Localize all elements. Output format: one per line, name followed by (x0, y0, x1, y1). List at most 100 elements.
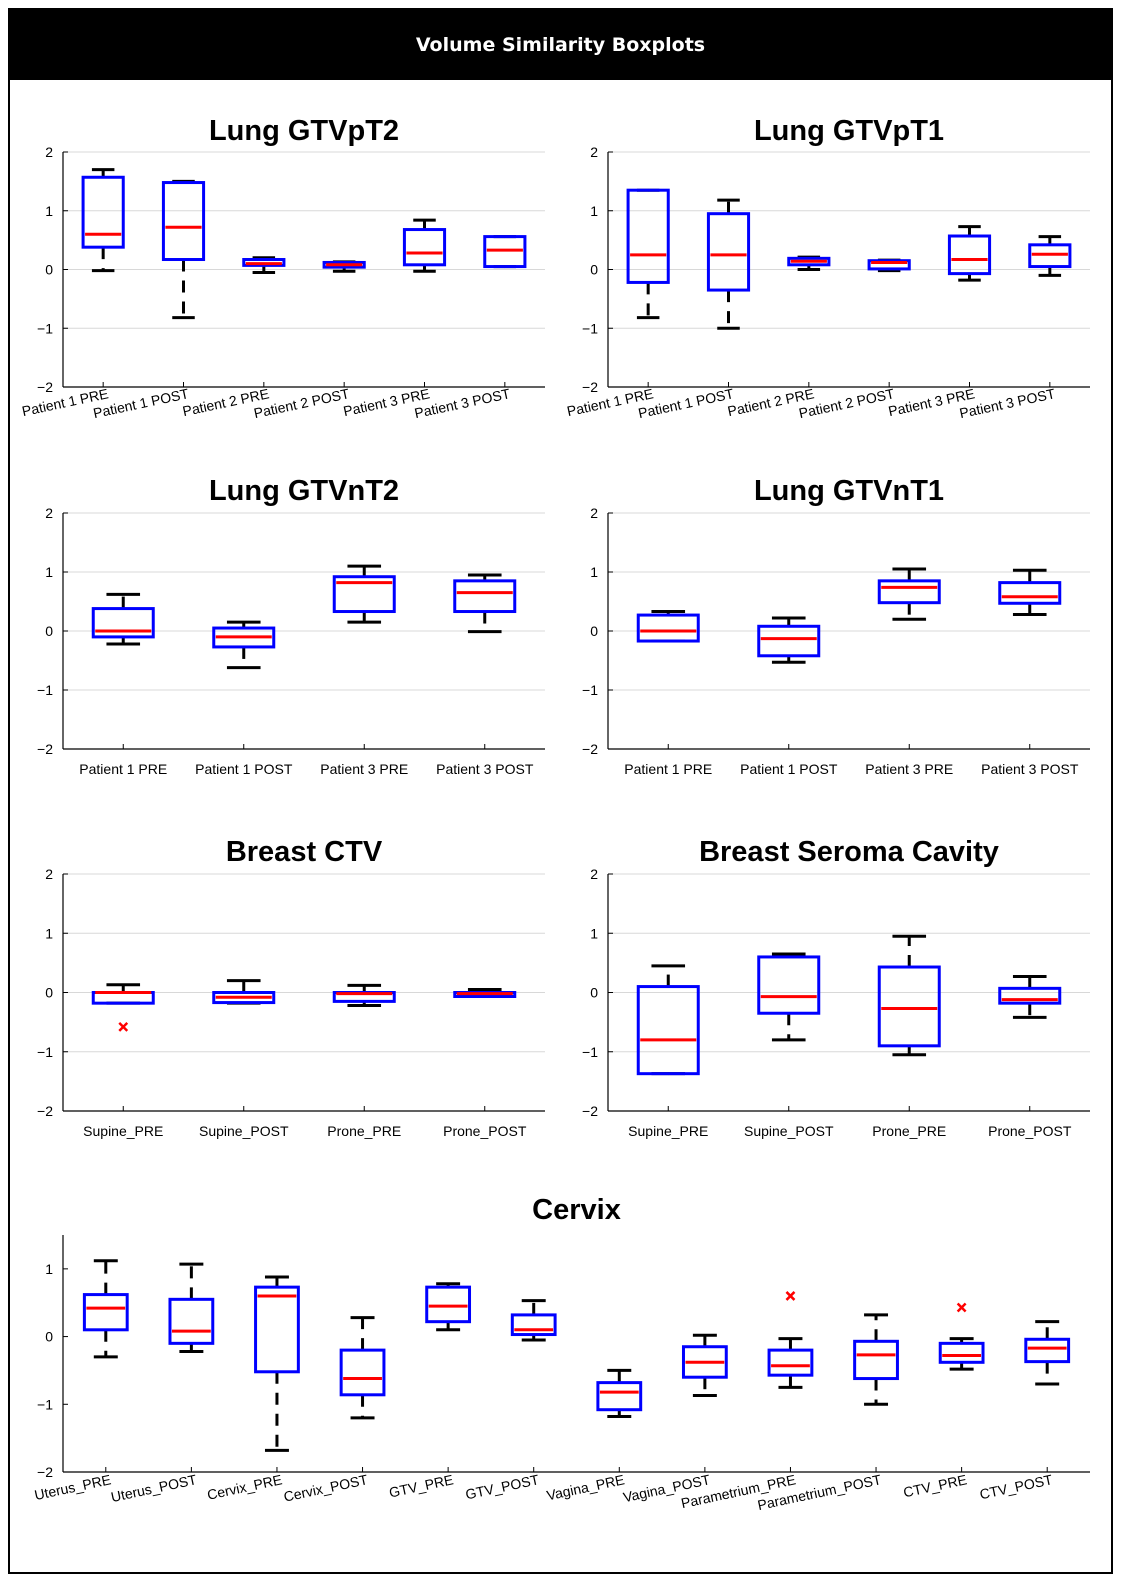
box (787, 256, 831, 267)
x-tick-label: CTV_POST (978, 1471, 1054, 1502)
box (853, 1339, 899, 1381)
y-tick-label: −1 (37, 1044, 53, 1060)
y-tick-label: −1 (582, 320, 598, 336)
y-tick-label: 1 (590, 564, 598, 580)
x-tick-label: Cervix_PRE (206, 1471, 284, 1503)
box (82, 1293, 129, 1332)
box (767, 1348, 814, 1377)
x-tick-label: Supine_POST (199, 1123, 289, 1139)
chart-title: Lung GTVnT1 (754, 475, 944, 507)
x-tick-label: Prone_POST (988, 1123, 1072, 1139)
y-tick-label: 1 (45, 925, 53, 941)
box (242, 258, 286, 267)
x-tick-label: Patient 3 POST (981, 761, 1079, 777)
chart-title: Breast Seroma Cavity (699, 836, 999, 868)
box (339, 1348, 386, 1397)
y-tick-label: 2 (45, 866, 53, 882)
y-tick-label: −2 (37, 741, 53, 757)
box (483, 235, 527, 269)
y-tick-label: −1 (37, 1396, 53, 1412)
y-tick-label: 0 (590, 623, 598, 639)
x-tick-label: Patient 1 POST (740, 761, 838, 777)
box (212, 626, 276, 649)
y-tick-label: −2 (37, 1464, 53, 1480)
box (877, 965, 941, 1048)
x-tick-label: Supine_PRE (83, 1123, 163, 1139)
y-tick-label: −2 (582, 1103, 598, 1119)
box (998, 986, 1062, 1005)
box (402, 228, 447, 267)
y-tick-label: 1 (590, 203, 598, 219)
y-tick-label: 2 (45, 505, 53, 521)
y-tick-label: 0 (45, 623, 53, 639)
box (1028, 243, 1072, 269)
outlier-marker (118, 1021, 129, 1032)
x-tick-label: Patient 1 POST (195, 761, 293, 777)
page-title: Volume Similarity Boxplots (415, 34, 706, 56)
box (254, 1285, 300, 1374)
chart-title: Lung GTVpT1 (754, 115, 944, 147)
x-tick-label: Cervix_POST (282, 1471, 369, 1505)
box (757, 955, 821, 1015)
y-tick-label: −1 (37, 320, 53, 336)
y-tick-label: 2 (590, 866, 598, 882)
x-tick-label: Patient 3 POST (436, 761, 534, 777)
y-tick-label: −2 (37, 379, 53, 395)
y-tick-label: 0 (590, 985, 598, 1001)
x-tick-label: Supine_PRE (628, 1123, 708, 1139)
box (510, 1313, 557, 1337)
y-tick-label: 2 (45, 144, 53, 160)
y-tick-label: 1 (590, 925, 598, 941)
box (425, 1285, 472, 1324)
box (91, 607, 155, 639)
x-tick-label: GTV_POST (464, 1471, 541, 1502)
x-tick-label: Prone_POST (443, 1123, 527, 1139)
x-tick-label: Prone_PRE (872, 1123, 946, 1139)
box (453, 579, 517, 614)
x-tick-label: Uterus_POST (109, 1471, 198, 1505)
y-tick-label: −2 (582, 379, 598, 395)
y-tick-label: 0 (45, 262, 53, 278)
x-tick-label: CTV_PRE (902, 1471, 968, 1500)
box (706, 212, 751, 292)
page-header: Volume Similarity Boxplots (10, 10, 1111, 80)
box (938, 1341, 985, 1364)
y-tick-label: −1 (37, 682, 53, 698)
box (332, 575, 396, 614)
y-tick-label: −2 (37, 1103, 53, 1119)
box (998, 581, 1062, 605)
x-tick-label: Supine_POST (744, 1123, 834, 1139)
box (636, 613, 700, 643)
y-tick-label: −1 (582, 682, 598, 698)
x-tick-label: Patient 3 PRE (865, 761, 953, 777)
box (867, 259, 911, 271)
y-tick-label: 1 (45, 203, 53, 219)
box (212, 991, 276, 1005)
x-tick-label: Prone_PRE (327, 1123, 401, 1139)
box (81, 175, 125, 249)
y-tick-label: −2 (582, 741, 598, 757)
box (636, 985, 700, 1076)
x-tick-label: Vagina_PRE (545, 1471, 626, 1503)
y-tick-label: 0 (45, 1329, 53, 1345)
y-tick-label: 1 (45, 564, 53, 580)
box (91, 991, 155, 1005)
y-tick-label: 0 (45, 985, 53, 1001)
box (681, 1345, 728, 1379)
y-tick-label: 0 (590, 262, 598, 278)
box (877, 579, 941, 605)
box (1024, 1337, 1071, 1364)
x-tick-label: GTV_PRE (387, 1471, 454, 1500)
box (322, 260, 366, 269)
box (596, 1381, 643, 1412)
x-tick-label: Patient 1 PRE (79, 761, 167, 777)
y-tick-label: 2 (590, 144, 598, 160)
chart-title: Cervix (532, 1194, 621, 1226)
y-tick-label: −1 (582, 1044, 598, 1060)
x-tick-label: Patient 3 PRE (320, 761, 408, 777)
chart-title: Lung GTVpT2 (209, 115, 399, 147)
box (757, 624, 821, 658)
y-tick-label: 1 (45, 1261, 53, 1277)
outlier-marker (785, 1291, 796, 1301)
x-tick-label: Patient 1 PRE (624, 761, 712, 777)
